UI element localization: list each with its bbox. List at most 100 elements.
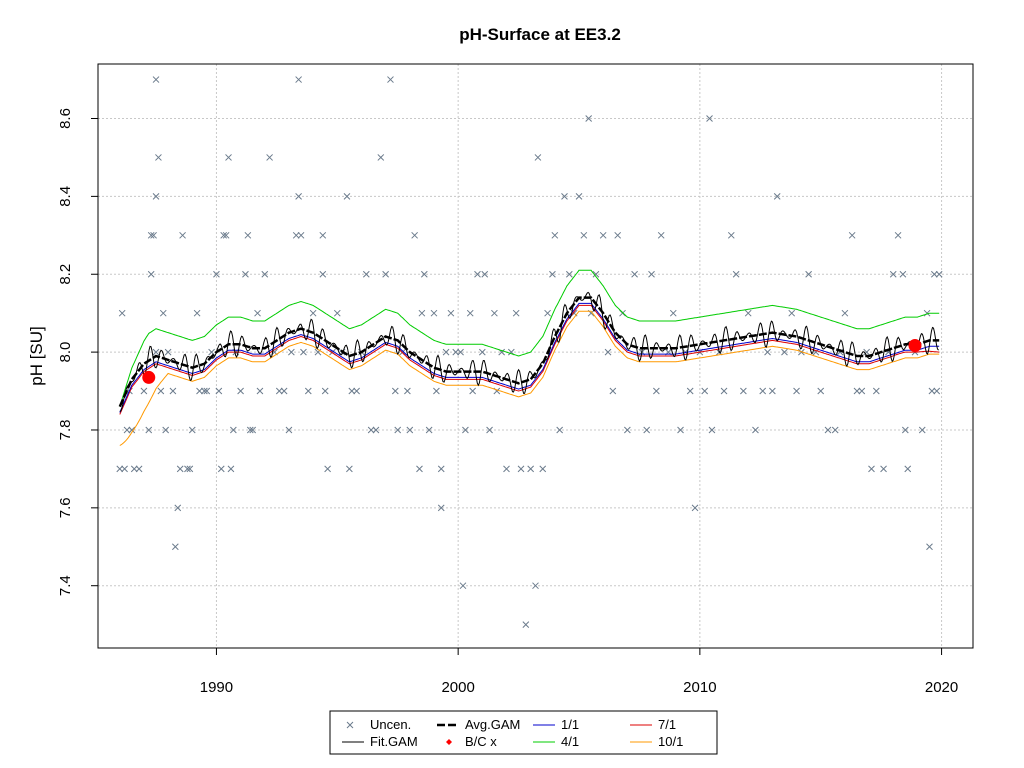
data-point [230,426,237,434]
data-point [708,426,716,434]
data-point [459,582,467,590]
x-tick-label: 2010 [683,679,716,696]
data-point [872,387,880,395]
data-point [130,465,138,473]
data-point [805,270,812,278]
data-point [404,387,411,395]
data-point [904,465,912,473]
legend-label: Uncen. [370,717,411,732]
data-point [319,270,327,278]
series-line-4-1 [119,269,940,407]
data-point [565,270,573,278]
data-point [657,231,665,239]
data-point [926,543,933,551]
data-point [437,465,445,473]
data-point [793,387,800,395]
data-point [348,387,356,395]
y-tick-label: 8.0 [57,342,74,363]
data-point [261,270,269,278]
data-point [452,348,460,356]
data-point [481,270,489,278]
data-point [773,193,781,200]
data-point [643,426,651,434]
data-point [227,465,235,473]
data-point [266,154,273,161]
data-point [394,426,402,434]
data-point [691,504,699,512]
data-point [933,387,941,395]
data-point [604,348,612,356]
data-point [512,309,520,317]
data-point [201,387,208,395]
data-point [174,504,182,512]
data-point [732,270,740,278]
data-point [614,231,622,239]
data-point [309,309,317,317]
data-point [901,426,909,434]
data-point [121,465,128,473]
data-point [203,387,211,395]
data-point [292,231,300,239]
data-point [631,270,638,278]
data-point [930,270,938,278]
data-point [517,465,525,473]
data-point [176,465,184,473]
data-point [140,387,148,395]
data-point [561,193,568,200]
data-point [162,426,170,434]
data-point [539,465,547,473]
data-point [469,387,477,395]
data-point [123,426,131,434]
data-point [184,465,191,473]
y-tick-label: 8.4 [57,186,74,207]
legend-label: 4/1 [561,734,579,749]
y-axis-label: pH [SU] [27,326,46,386]
data-point [599,231,607,239]
bc-point [142,370,156,384]
data-point [466,309,474,317]
data-point [217,465,225,473]
data-point [503,465,510,473]
data-point [152,193,160,200]
data-point [677,426,684,434]
data-point [150,231,157,239]
series-line-7-1 [119,304,940,415]
data-point [686,387,694,395]
data-point [609,387,617,395]
series-line-10-1 [119,310,940,446]
data-point [623,426,631,434]
series-lines [118,269,940,446]
data-point [324,465,331,473]
data-point [894,231,902,239]
data-point [275,387,283,395]
data-point [752,426,759,434]
data-point [580,231,588,239]
data-point [135,465,143,473]
data-point [213,270,220,278]
legend-label: 7/1 [658,717,676,732]
data-point [164,348,172,356]
data-point [186,465,194,473]
data-point [727,231,735,239]
data-point [544,309,551,317]
data-point [343,193,351,200]
data-point [244,231,252,239]
series-line-avg-gam [118,296,940,408]
data-point [880,465,887,473]
data-point [759,387,767,395]
data-point [387,76,394,83]
data-point [899,270,907,278]
legend-label: 1/1 [561,717,579,732]
data-point [817,387,825,395]
data-point [457,348,464,356]
x-tick-label: 2000 [441,679,474,696]
legend-symbol [346,721,354,729]
data-point [848,231,856,239]
data-point [788,309,796,317]
y-tick-label: 7.6 [57,497,74,518]
data-point [147,270,155,278]
data-point [863,348,870,356]
data-point [575,193,583,200]
data-point [522,621,530,628]
